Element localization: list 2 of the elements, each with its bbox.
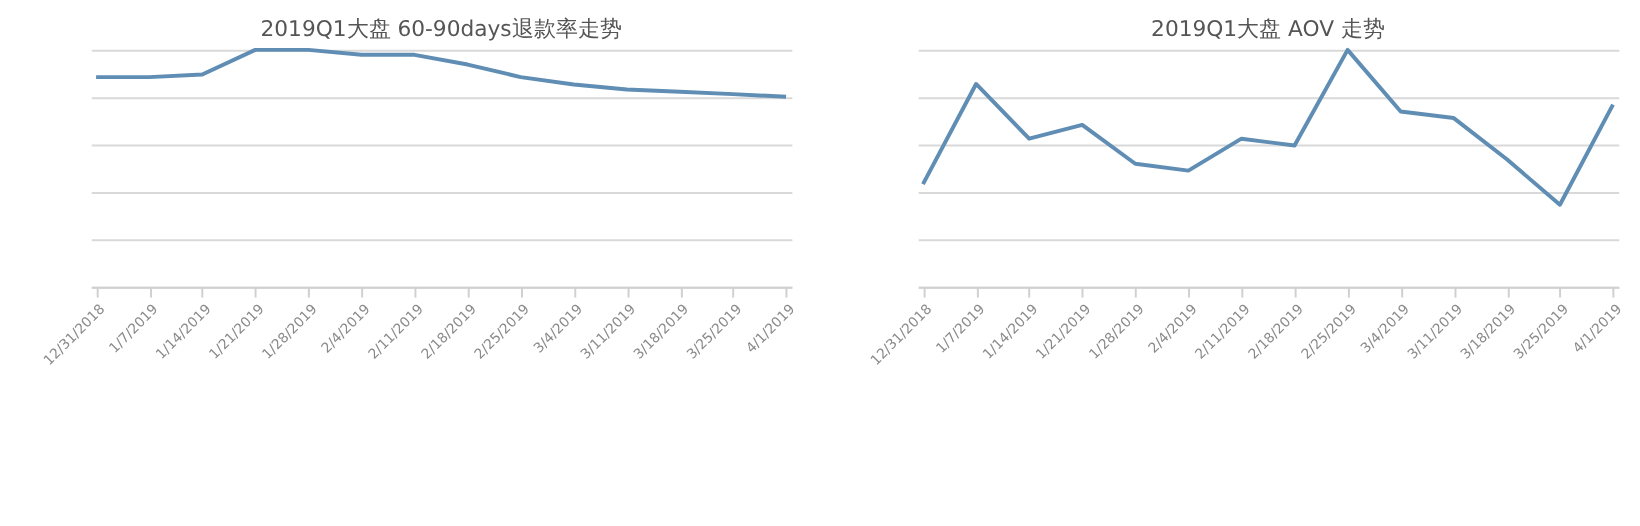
chart-title: 2019Q1大盘 AOV 走势 bbox=[1151, 16, 1385, 43]
chart-title: 2019Q1大盘 60-90days退款率走势 bbox=[260, 16, 622, 43]
